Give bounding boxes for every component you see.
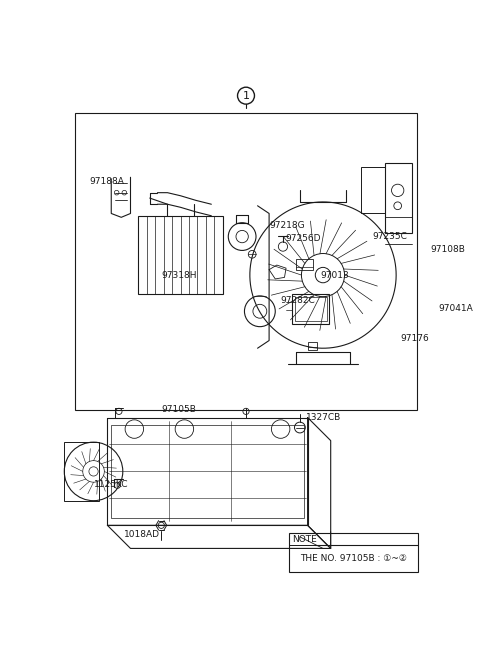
Text: 97235C: 97235C [372,232,407,241]
Text: 1: 1 [242,91,250,100]
Text: 97013: 97013 [321,270,349,279]
Bar [292,295,329,323]
Text: 97318H: 97318H [161,270,197,279]
Bar [75,113,417,410]
Bar [308,342,317,350]
Text: 97041A: 97041A [439,304,473,313]
Text: 1018AD: 1018AD [124,530,160,539]
Text: 97105B: 97105B [161,405,196,415]
Text: 97256D: 97256D [285,234,321,243]
Text: 97282C: 97282C [281,296,315,305]
Bar [295,297,327,321]
Bar [64,442,99,501]
Text: 97188A: 97188A [89,176,124,186]
Bar [138,216,223,295]
Bar [361,167,384,213]
Bar [111,425,304,518]
Text: 1125KC: 1125KC [94,480,128,489]
Text: THE NO. 97105B : ①~②: THE NO. 97105B : ①~② [300,554,408,563]
Bar [296,259,313,270]
Text: 97218G: 97218G [269,220,305,230]
Bar [289,533,419,571]
Text: 97108B: 97108B [431,245,466,254]
Text: 97176: 97176 [400,335,429,344]
Text: NOTE: NOTE [292,535,317,544]
Bar [384,163,411,233]
Text: 1327CB: 1327CB [306,413,341,422]
